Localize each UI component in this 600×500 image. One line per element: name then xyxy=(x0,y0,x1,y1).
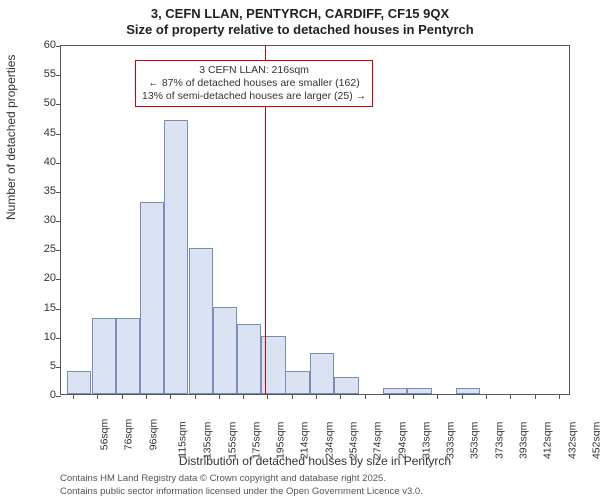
x-tick-mark xyxy=(219,394,220,399)
x-tick-label: 56sqm xyxy=(99,419,111,451)
x-tick-label: 175sqm xyxy=(250,422,262,459)
x-tick-label: 155sqm xyxy=(226,422,238,459)
x-tick-mark xyxy=(365,394,366,399)
histogram-bar xyxy=(407,388,431,394)
y-tick-mark xyxy=(56,221,61,222)
attribution-line-1: Contains HM Land Registry data © Crown c… xyxy=(60,473,423,485)
y-tick-mark xyxy=(56,367,61,368)
x-tick-label: 373sqm xyxy=(493,422,505,459)
y-tick-mark xyxy=(56,163,61,164)
y-tick-label: 30 xyxy=(44,214,56,226)
y-tick-mark xyxy=(56,279,61,280)
x-tick-label: 313sqm xyxy=(420,422,432,459)
y-tick-mark xyxy=(56,104,61,105)
x-tick-mark xyxy=(316,394,317,399)
x-tick-mark xyxy=(486,394,487,399)
y-tick-label: 55 xyxy=(44,68,56,80)
y-tick-mark xyxy=(56,338,61,339)
y-tick-mark xyxy=(56,309,61,310)
y-tick-label: 20 xyxy=(44,272,56,284)
attribution-line-2: Contains public sector information licen… xyxy=(60,486,423,498)
x-tick-label: 254sqm xyxy=(347,422,359,459)
x-tick-mark xyxy=(146,394,147,399)
y-tick-label: 5 xyxy=(50,360,56,372)
x-tick-mark xyxy=(340,394,341,399)
histogram-bar xyxy=(237,324,261,394)
annotation-smaller: ← 87% of detached houses are smaller (16… xyxy=(142,77,366,90)
x-tick-mark xyxy=(195,394,196,399)
attribution-text: Contains HM Land Registry data © Crown c… xyxy=(60,473,423,498)
title-line-2: Size of property relative to detached ho… xyxy=(0,22,600,38)
histogram-bar xyxy=(164,120,188,394)
x-tick-label: 115sqm xyxy=(177,421,189,458)
x-tick-mark xyxy=(73,394,74,399)
x-tick-label: 195sqm xyxy=(275,422,287,459)
y-tick-mark xyxy=(56,396,61,397)
histogram-bar xyxy=(189,248,213,394)
x-tick-label: 412sqm xyxy=(542,422,554,459)
y-tick-label: 60 xyxy=(44,39,56,51)
x-tick-label: 135sqm xyxy=(202,422,214,459)
y-tick-label: 0 xyxy=(50,389,56,401)
x-tick-mark xyxy=(243,394,244,399)
x-tick-mark xyxy=(97,394,98,399)
marker-annotation: 3 CEFN LLAN: 216sqm← 87% of detached hou… xyxy=(135,60,373,107)
x-tick-mark xyxy=(413,394,414,399)
histogram-bar xyxy=(140,202,164,395)
x-tick-label: 393sqm xyxy=(517,422,529,459)
x-tick-mark xyxy=(510,394,511,399)
annotation-value: 3 CEFN LLAN: 216sqm xyxy=(142,64,366,77)
x-tick-label: 214sqm xyxy=(299,422,311,459)
y-tick-label: 25 xyxy=(44,243,56,255)
histogram-bar xyxy=(92,318,116,394)
x-tick-mark xyxy=(267,394,268,399)
x-tick-label: 76sqm xyxy=(123,419,135,451)
y-tick-label: 50 xyxy=(44,97,56,109)
histogram-bar xyxy=(213,307,237,395)
x-tick-label: 333sqm xyxy=(445,422,457,459)
y-tick-label: 35 xyxy=(44,185,56,197)
histogram-bar xyxy=(383,388,407,394)
y-tick-mark xyxy=(56,192,61,193)
y-tick-mark xyxy=(56,134,61,135)
y-axis-label: Number of detached properties xyxy=(4,55,18,220)
histogram-bar xyxy=(334,377,358,395)
y-tick-label: 15 xyxy=(44,302,56,314)
y-tick-mark xyxy=(56,75,61,76)
histogram-bar xyxy=(285,371,309,394)
x-tick-mark xyxy=(170,394,171,399)
x-tick-label: 96sqm xyxy=(147,419,159,451)
x-tick-label: 432sqm xyxy=(566,422,578,459)
y-tick-mark xyxy=(56,46,61,47)
y-tick-label: 40 xyxy=(44,156,56,168)
y-tick-mark xyxy=(56,250,61,251)
x-tick-label: 452sqm xyxy=(590,422,600,459)
x-tick-mark xyxy=(559,394,560,399)
y-tick-label: 45 xyxy=(44,127,56,139)
histogram-chart: 3 CEFN LLAN: 216sqm← 87% of detached hou… xyxy=(60,45,570,395)
chart-title: 3, CEFN LLAN, PENTYRCH, CARDIFF, CF15 9Q… xyxy=(0,0,600,39)
x-tick-mark xyxy=(389,394,390,399)
histogram-bar xyxy=(116,318,140,394)
annotation-larger: 13% of semi-detached houses are larger (… xyxy=(142,90,366,103)
x-tick-label: 353sqm xyxy=(469,422,481,459)
x-tick-label: 274sqm xyxy=(372,422,384,459)
histogram-bar xyxy=(310,353,334,394)
histogram-bar xyxy=(456,388,480,394)
x-tick-mark xyxy=(292,394,293,399)
x-tick-mark xyxy=(462,394,463,399)
x-tick-mark xyxy=(122,394,123,399)
x-tick-mark xyxy=(535,394,536,399)
title-line-1: 3, CEFN LLAN, PENTYRCH, CARDIFF, CF15 9Q… xyxy=(0,6,600,22)
x-tick-mark xyxy=(437,394,438,399)
histogram-bar xyxy=(67,371,91,394)
y-tick-label: 10 xyxy=(44,331,56,343)
x-tick-label: 294sqm xyxy=(396,422,408,459)
x-tick-label: 234sqm xyxy=(323,422,335,459)
